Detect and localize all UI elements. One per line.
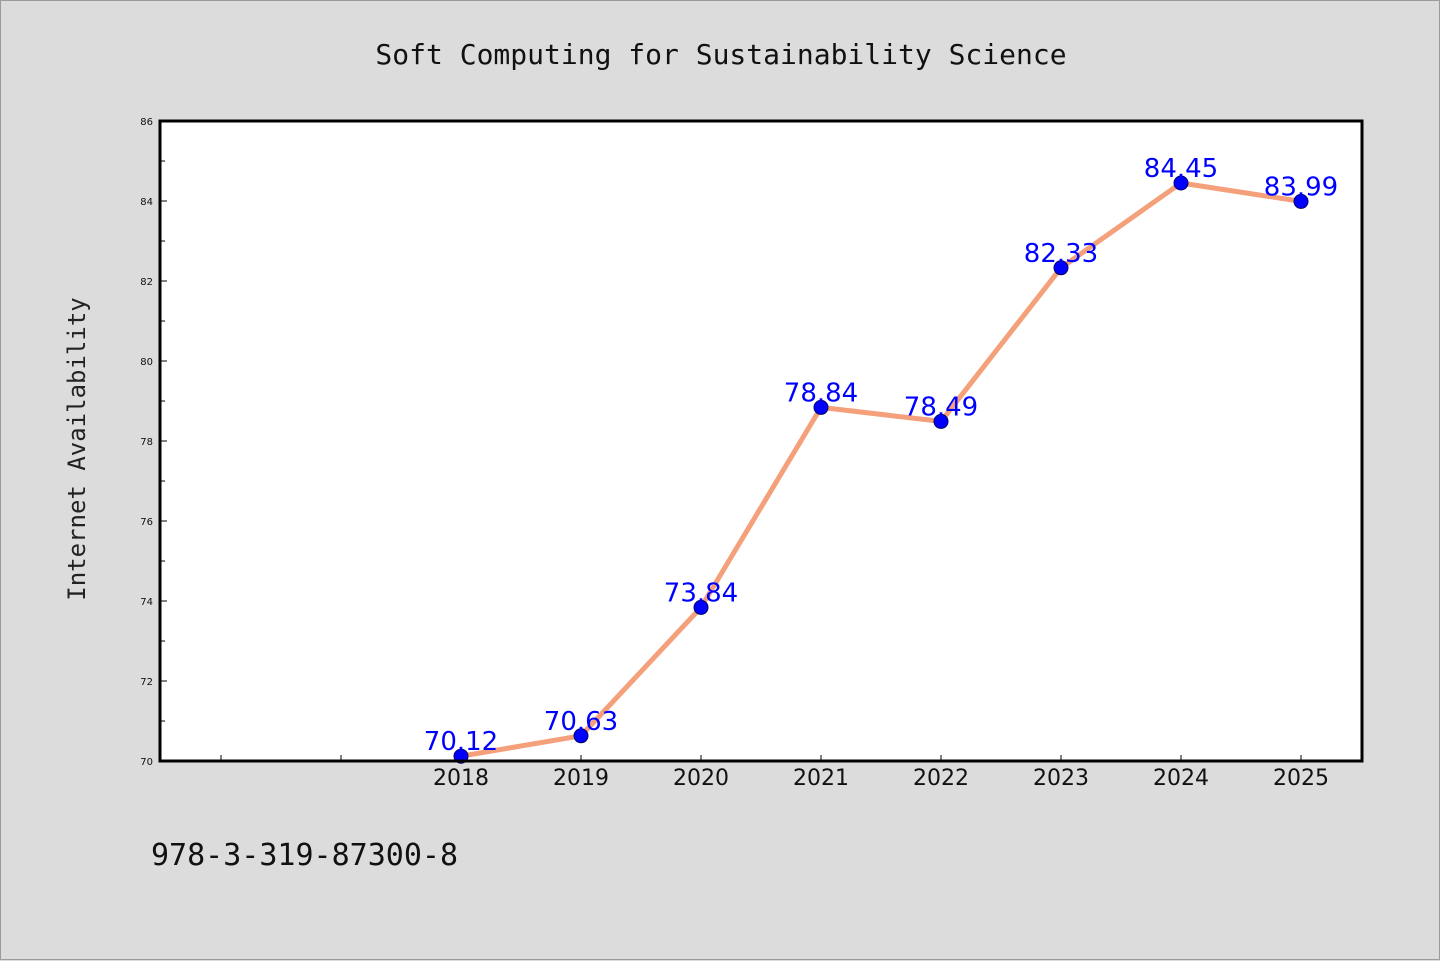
y-tick-label: 72: [140, 677, 153, 688]
x-tick-label: 2020: [673, 766, 729, 791]
data-point: [1293, 193, 1309, 209]
data-label: 73.84: [664, 578, 738, 608]
series-line: [458, 180, 1304, 759]
data-label: 83.99: [1264, 172, 1338, 202]
data-label: 70.12: [424, 727, 498, 757]
data-point: [573, 728, 589, 744]
x-tick-label: 2024: [1153, 766, 1209, 791]
y-tick-label: 82: [140, 277, 153, 288]
x-tick-label: 2021: [793, 766, 849, 791]
y-tick-label: 76: [140, 517, 153, 528]
x-tick-label: 2025: [1273, 766, 1329, 791]
x-tick-label: 2022: [913, 766, 969, 791]
data-labels: 70.12 70.63 73.84 78.84 78.49 82.33 84.45 83.99: [424, 154, 1338, 757]
x-axis-tick-labels: 2018 2019 2020 2021 2022 2023 2024 2025: [433, 766, 1329, 791]
y-tick-label: 74: [140, 597, 153, 608]
data-point: [1173, 175, 1189, 191]
x-tick-label: 2023: [1033, 766, 1089, 791]
y-tick-label: 78: [140, 437, 153, 448]
data-markers: [453, 175, 1309, 764]
data-point: [1053, 260, 1069, 276]
plot-frame: [158, 119, 1364, 763]
data-point: [933, 413, 949, 429]
y-tick-label: 84: [140, 197, 153, 208]
data-label: 84.45: [1144, 154, 1218, 184]
data-label: 82.33: [1024, 239, 1098, 269]
y-axis-label: Internet Availability: [63, 297, 91, 600]
data-label: 78.84: [784, 378, 858, 408]
x-tick-label: 2019: [553, 766, 609, 791]
isbn-text: 978-3-319-87300-8: [151, 838, 458, 873]
y-tick-label: 86: [140, 117, 153, 128]
y-tick-label: 70: [140, 757, 153, 768]
data-point: [693, 599, 709, 615]
plot-area: [160, 121, 1362, 761]
chart-title: Soft Computing for Sustainability Scienc…: [375, 38, 1066, 71]
data-label: 78.49: [904, 392, 978, 422]
y-axis-tick-labels: 70 72 74 76 78 80 82 84 86: [140, 117, 153, 768]
y-tick-label: 80: [140, 357, 153, 368]
data-point: [813, 399, 829, 415]
data-label: 70.63: [544, 707, 618, 737]
x-tick-label: 2018: [433, 766, 489, 791]
